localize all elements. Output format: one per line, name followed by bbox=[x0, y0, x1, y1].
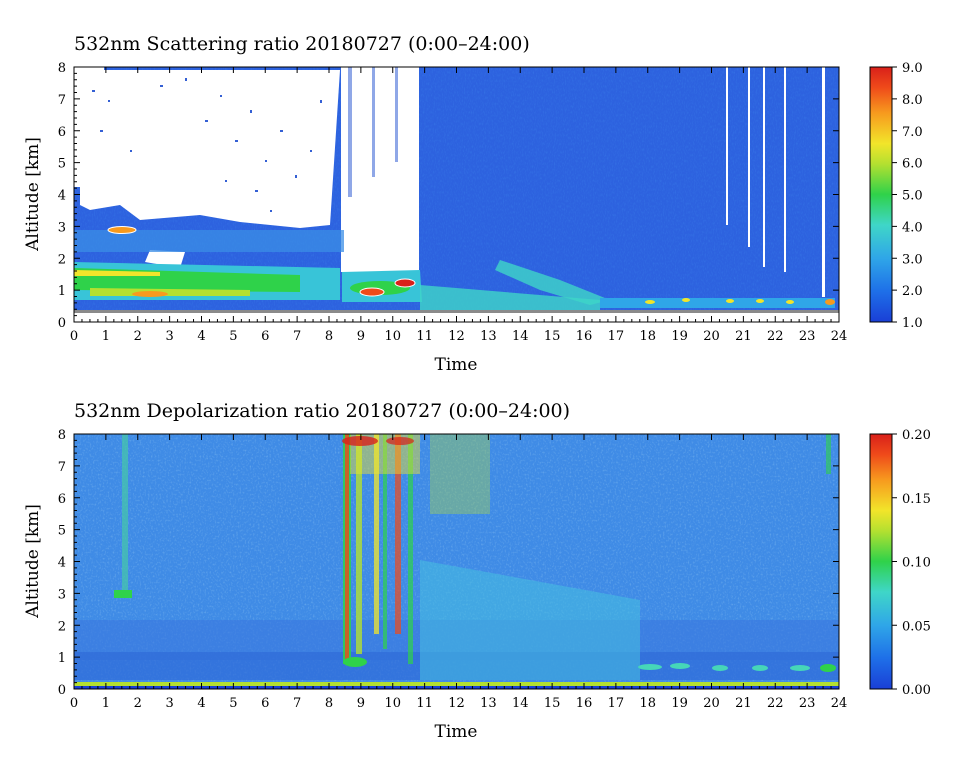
depolarization-ratio-panel: 532nm Depolarization ratio 20180727 (0:0… bbox=[23, 400, 931, 742]
colorbar-ticks: 1.0 2.0 3.0 4.0 5.0 6.0 7.0 8.0 9.0 bbox=[892, 61, 923, 331]
x-tick-label: 12 bbox=[448, 696, 465, 711]
colorbar-tick-label: 0.00 bbox=[902, 683, 931, 698]
y-axis-label: Altitude [km] bbox=[23, 137, 43, 252]
x-tick-label: 21 bbox=[735, 329, 752, 344]
x-tick-label: 21 bbox=[735, 696, 752, 711]
y-tick-label: 8 bbox=[58, 61, 66, 76]
colorbar-tick-label: 2.0 bbox=[902, 284, 923, 299]
x-tick-label: 0 bbox=[70, 329, 78, 344]
colorbar bbox=[869, 66, 893, 323]
colorbar-tick-label: 6.0 bbox=[902, 157, 923, 172]
x-tick-label: 10 bbox=[384, 329, 401, 344]
x-tick-label: 15 bbox=[544, 329, 561, 344]
x-axis-label: Time bbox=[435, 722, 478, 742]
x-tick-label: 2 bbox=[134, 696, 142, 711]
x-tick-label: 9 bbox=[357, 696, 365, 711]
y-tick-label: 7 bbox=[58, 460, 66, 475]
y-tick-label: 2 bbox=[58, 252, 66, 267]
colorbar-tick-label: 0.20 bbox=[902, 428, 931, 443]
x-tick-label: 16 bbox=[576, 329, 593, 344]
x-tick-label: 13 bbox=[480, 329, 497, 344]
x-tick-label: 10 bbox=[384, 696, 401, 711]
x-tick-label: 14 bbox=[512, 696, 529, 711]
axis-ticks: 0 1 2 3 4 5 6 7 8 9 10 11 12 13 14 15 16 17 18 19 20 21 22 23 24… bbox=[58, 428, 848, 711]
x-tick-label: 9 bbox=[357, 329, 365, 344]
x-tick-label: 3 bbox=[165, 696, 173, 711]
scattering-ratio-panel: 532nm Scattering ratio 20180727 (0:00–24… bbox=[23, 33, 923, 375]
x-tick-label: 5 bbox=[229, 329, 237, 344]
y-tick-label: 7 bbox=[58, 93, 66, 108]
x-tick-label: 18 bbox=[639, 329, 656, 344]
chart-title: 532nm Depolarization ratio 20180727 (0:0… bbox=[74, 400, 570, 422]
x-tick-label: 14 bbox=[512, 329, 529, 344]
colorbar-ticks: 0.00 0.05 0.10 0.15 0.20 bbox=[892, 428, 931, 698]
x-tick-label: 4 bbox=[197, 696, 205, 711]
x-tick-label: 23 bbox=[799, 696, 816, 711]
x-tick-label: 15 bbox=[544, 696, 561, 711]
x-tick-label: 19 bbox=[671, 696, 688, 711]
y-tick-label: 8 bbox=[58, 428, 66, 443]
x-tick-label: 5 bbox=[229, 696, 237, 711]
colorbar-tick-label: 5.0 bbox=[902, 189, 923, 204]
x-tick-label: 12 bbox=[448, 329, 465, 344]
colorbar-tick-label: 8.0 bbox=[902, 93, 923, 108]
y-tick-label: 2 bbox=[58, 619, 66, 634]
y-tick-label: 0 bbox=[58, 316, 66, 331]
y-tick-label: 3 bbox=[58, 220, 66, 235]
x-tick-label: 24 bbox=[831, 696, 848, 711]
x-tick-label: 6 bbox=[261, 329, 269, 344]
x-tick-label: 17 bbox=[608, 329, 625, 344]
x-tick-label: 19 bbox=[671, 329, 688, 344]
x-tick-label: 16 bbox=[576, 696, 593, 711]
x-tick-label: 7 bbox=[293, 329, 301, 344]
y-tick-label: 6 bbox=[58, 492, 66, 507]
y-tick-label: 1 bbox=[58, 284, 66, 299]
colorbar-tick-label: 0.15 bbox=[902, 492, 931, 507]
y-tick-label: 1 bbox=[58, 651, 66, 666]
x-tick-label: 7 bbox=[293, 696, 301, 711]
axis-ticks: 0 1 2 3 4 5 6 7 8 9 10 11 12 13 14 15 16 17 18 19 20 21 22 23 24… bbox=[58, 61, 848, 344]
x-axis-label: Time bbox=[435, 355, 478, 375]
colorbar-tick-label: 4.0 bbox=[902, 220, 923, 235]
colorbar-tick-label: 0.05 bbox=[902, 619, 931, 634]
x-tick-label: 4 bbox=[197, 329, 205, 344]
x-tick-label: 1 bbox=[102, 329, 110, 344]
y-tick-label: 0 bbox=[58, 683, 66, 698]
colorbar-tick-label: 0.10 bbox=[902, 556, 931, 571]
colorbar-tick-label: 1.0 bbox=[902, 316, 923, 331]
x-tick-label: 8 bbox=[325, 329, 333, 344]
y-tick-label: 5 bbox=[58, 157, 66, 172]
x-tick-label: 18 bbox=[639, 696, 656, 711]
y-tick-label: 5 bbox=[58, 524, 66, 539]
x-tick-label: 23 bbox=[799, 329, 816, 344]
colorbar-tick-label: 3.0 bbox=[902, 252, 923, 267]
colorbar bbox=[869, 433, 893, 690]
colorbar-tick-label: 9.0 bbox=[902, 61, 923, 76]
colorbar-tick-label: 7.0 bbox=[902, 125, 923, 140]
x-tick-label: 2 bbox=[134, 329, 142, 344]
x-tick-label: 11 bbox=[416, 329, 433, 344]
y-tick-label: 4 bbox=[58, 189, 66, 204]
x-tick-label: 0 bbox=[70, 696, 78, 711]
y-tick-label: 6 bbox=[58, 125, 66, 140]
x-tick-label: 20 bbox=[703, 329, 720, 344]
x-tick-label: 8 bbox=[325, 696, 333, 711]
y-tick-label: 3 bbox=[58, 587, 66, 602]
y-tick-label: 4 bbox=[58, 556, 66, 571]
x-tick-label: 22 bbox=[767, 696, 784, 711]
x-tick-label: 6 bbox=[261, 696, 269, 711]
x-tick-label: 17 bbox=[608, 696, 625, 711]
x-tick-label: 1 bbox=[102, 696, 110, 711]
x-tick-label: 20 bbox=[703, 696, 720, 711]
heatmap-image bbox=[74, 67, 839, 322]
x-tick-label: 3 bbox=[165, 329, 173, 344]
x-tick-label: 11 bbox=[416, 696, 433, 711]
x-tick-label: 22 bbox=[767, 329, 784, 344]
x-tick-label: 24 bbox=[831, 329, 848, 344]
chart-title: 532nm Scattering ratio 20180727 (0:00–24… bbox=[74, 33, 530, 55]
y-axis-label: Altitude [km] bbox=[23, 504, 43, 619]
x-tick-label: 13 bbox=[480, 696, 497, 711]
heatmap-image bbox=[74, 434, 839, 689]
